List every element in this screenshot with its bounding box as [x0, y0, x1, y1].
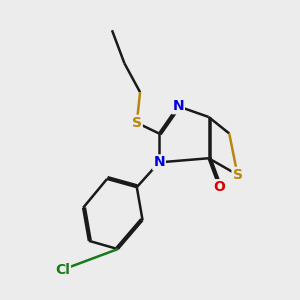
Text: S: S [132, 116, 142, 130]
Text: N: N [172, 99, 184, 113]
Text: S: S [232, 168, 242, 182]
Text: Cl: Cl [55, 263, 70, 277]
Text: N: N [153, 155, 165, 170]
Text: O: O [213, 180, 225, 194]
